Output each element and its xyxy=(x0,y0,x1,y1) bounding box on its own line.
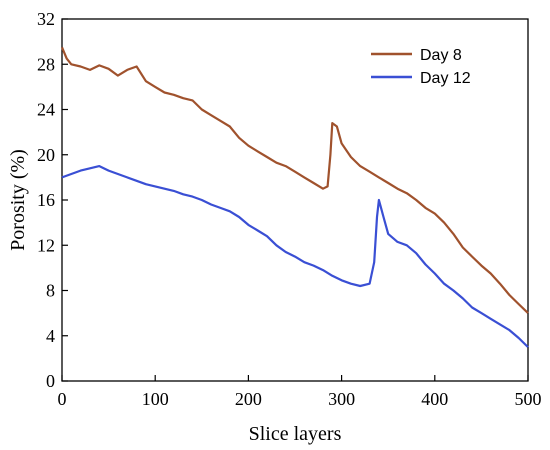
x-tick-label: 500 xyxy=(515,389,542,409)
y-axis-title: Porosity (%) xyxy=(7,149,29,251)
y-tick-label: 4 xyxy=(46,326,55,346)
y-tick-label: 0 xyxy=(46,371,55,391)
y-tick-label: 16 xyxy=(37,190,55,210)
y-tick-label: 24 xyxy=(37,100,55,120)
series-line-1 xyxy=(60,46,529,314)
x-tick-label: 300 xyxy=(328,389,355,409)
x-tick-label: 400 xyxy=(421,389,448,409)
x-tick-label: 100 xyxy=(142,389,169,409)
tick-layer: 0 100 200 300 400 500 0 4 8 12 16 20 24 28 32 xyxy=(37,9,542,409)
legend-label-2: Day 12 xyxy=(420,70,471,87)
x-tick-label: 200 xyxy=(235,389,262,409)
series-layer xyxy=(60,46,529,348)
x-tick-label: 0 xyxy=(58,389,67,409)
y-tick-label: 12 xyxy=(37,235,55,255)
series-line-2 xyxy=(61,165,529,348)
legend: Day 8 Day 12 xyxy=(371,47,471,87)
y-tick-label: 20 xyxy=(37,145,55,165)
y-tick-label: 28 xyxy=(37,54,55,74)
legend-label-1: Day 8 xyxy=(420,47,462,64)
y-tick-label: 8 xyxy=(46,281,55,301)
y-tick-label: 32 xyxy=(37,9,55,29)
x-axis-title: Slice layers xyxy=(249,423,342,445)
